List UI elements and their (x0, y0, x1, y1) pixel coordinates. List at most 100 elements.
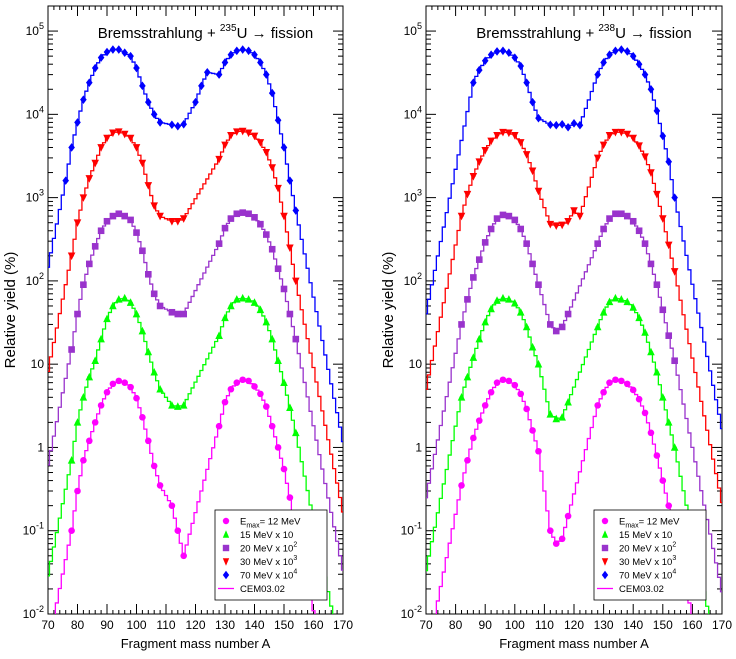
data-point-s3 (458, 321, 465, 328)
data-point-s3 (653, 281, 661, 289)
legend-label-1: Emax= 12 MeV (240, 517, 301, 530)
data-point-s4 (115, 128, 123, 136)
data-point-s3 (647, 260, 655, 268)
data-point-s1 (499, 376, 507, 384)
y-tick-label: 102 (26, 271, 44, 288)
legend-label-2: 15 MeV x 10 (619, 530, 672, 541)
data-point-s1 (564, 512, 572, 520)
data-point-s4 (97, 144, 105, 152)
legend-marker-2 (601, 530, 609, 538)
data-point-s2 (280, 378, 288, 386)
data-point-s1 (115, 377, 123, 385)
legend-label-6: CEM03.02 (619, 584, 664, 595)
data-point-s1 (103, 388, 111, 396)
data-point-s4 (215, 155, 223, 164)
data-point-s2 (138, 326, 147, 335)
data-point-s3 (499, 211, 507, 219)
data-point-s2 (469, 353, 478, 361)
data-point-s5 (133, 63, 140, 73)
data-point-s3 (505, 212, 513, 220)
data-point-s2 (268, 334, 276, 343)
data-point-s2 (132, 309, 141, 318)
data-point-s4 (611, 128, 620, 137)
data-point-s2 (221, 313, 229, 322)
data-point-s4 (522, 151, 531, 159)
legend-label-5: 70 MeV x 104 (619, 569, 676, 582)
data-point-s3 (535, 281, 542, 289)
data-point-s4 (292, 277, 300, 286)
y-tick-label: 104 (404, 104, 422, 121)
data-point-s3 (517, 225, 525, 233)
data-point-s2 (528, 342, 537, 351)
data-point-s1 (511, 381, 519, 389)
data-point-s4 (233, 128, 241, 136)
legend-box (214, 509, 328, 601)
data-point-s1 (263, 403, 270, 410)
data-point-s3 (227, 215, 235, 222)
data-point-s1 (659, 477, 667, 484)
data-point-s3 (263, 231, 270, 238)
data-point-s4 (475, 158, 484, 166)
data-point-s1 (215, 422, 223, 430)
data-point-s4 (659, 215, 667, 223)
data-point-s3 (74, 310, 81, 318)
data-point-s2 (558, 413, 566, 421)
data-point-s2 (493, 296, 501, 304)
y-tick-label: 10-2 (401, 604, 422, 621)
plot-area (426, 45, 722, 614)
y-tick-label: 10-2 (23, 604, 44, 621)
data-point-s5 (109, 45, 117, 54)
x-tick-label: 150 (274, 618, 294, 632)
data-point-s4 (605, 132, 614, 140)
y-axis-label: Relative yield (%) (380, 252, 397, 369)
data-point-s4 (138, 159, 147, 168)
data-point-s4 (593, 154, 602, 163)
data-point-s5 (97, 53, 105, 62)
data-point-s4 (250, 132, 259, 141)
data-point-s5 (80, 95, 87, 104)
data-point-s4 (653, 190, 661, 199)
data-point-s5 (86, 78, 93, 87)
data-point-s2 (641, 328, 649, 336)
data-point-s4 (109, 129, 117, 138)
data-point-s3 (547, 321, 554, 328)
model-curve-4 (426, 131, 722, 504)
x-tick-label: 90 (479, 618, 493, 632)
chart-title: Bremsstrahlung + 238U → fission (476, 23, 692, 42)
data-point-s4 (641, 153, 649, 162)
data-point-s3 (464, 296, 471, 303)
data-point-s5 (68, 143, 75, 152)
data-point-s5 (564, 122, 572, 132)
data-point-s4 (244, 129, 253, 138)
data-point-s1 (74, 487, 81, 495)
data-point-s1 (600, 388, 607, 396)
data-point-s3 (280, 285, 288, 293)
data-point-s3 (156, 302, 164, 310)
data-point-s1 (91, 419, 99, 426)
data-point-s5 (251, 50, 258, 60)
data-point-s4 (629, 134, 637, 143)
data-point-s4 (262, 149, 271, 157)
data-point-s2 (156, 384, 164, 393)
x-tick-label: 140 (623, 618, 643, 632)
data-point-s5 (576, 120, 584, 130)
data-point-s2 (635, 313, 643, 322)
data-point-s1 (156, 482, 164, 489)
chart-panel-1: 70 80 90 100 110 120 130 140 150 160 17010-210-111… (2, 5, 353, 651)
data-point-s1 (109, 380, 117, 388)
data-point-s5 (198, 81, 205, 91)
data-point-s3 (251, 214, 258, 221)
data-point-s3 (68, 346, 75, 353)
data-point-s4 (268, 164, 276, 172)
data-point-s1 (623, 380, 631, 388)
data-point-s3 (145, 271, 152, 278)
data-point-s1 (180, 552, 187, 560)
data-point-s2 (457, 393, 466, 401)
data-point-s2 (599, 307, 608, 316)
data-point-s4 (670, 268, 679, 276)
y-tick-label: 10 (409, 357, 423, 371)
data-point-s5 (268, 88, 276, 98)
y-tick-label: 1 (37, 440, 44, 454)
